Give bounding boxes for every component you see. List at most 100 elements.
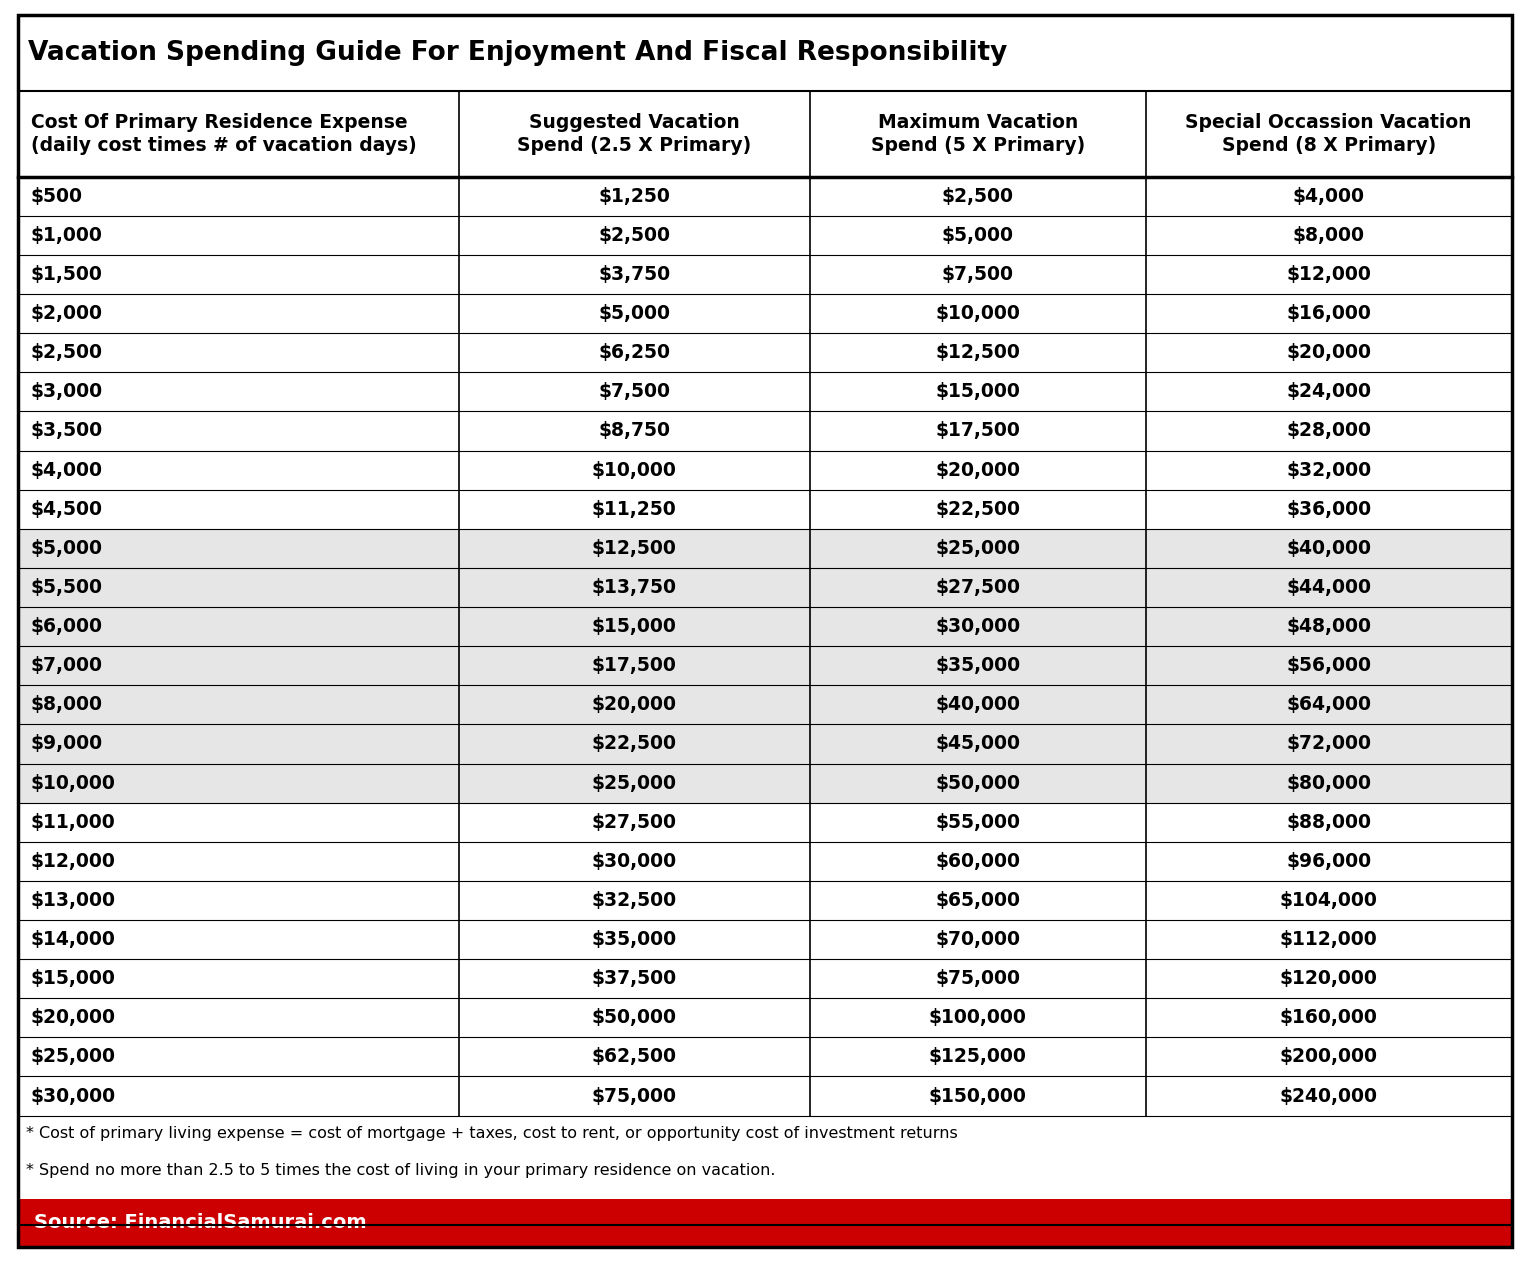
Text: Source: FinancialSamurai.com: Source: FinancialSamurai.com xyxy=(34,1213,366,1233)
Text: $36,000: $36,000 xyxy=(1287,500,1371,519)
Text: $13,000: $13,000 xyxy=(31,891,116,910)
Text: $6,000: $6,000 xyxy=(31,617,103,636)
Text: $17,500: $17,500 xyxy=(935,422,1021,440)
Text: $2,500: $2,500 xyxy=(942,187,1014,206)
Text: $27,500: $27,500 xyxy=(592,813,676,832)
Text: $4,000: $4,000 xyxy=(1293,187,1365,206)
Text: $30,000: $30,000 xyxy=(935,617,1021,636)
Text: $5,000: $5,000 xyxy=(31,539,103,558)
Text: $56,000: $56,000 xyxy=(1287,656,1371,675)
Text: $22,500: $22,500 xyxy=(935,500,1021,519)
Text: Cost Of Primary Residence Expense
(daily cost times # of vacation days): Cost Of Primary Residence Expense (daily… xyxy=(31,112,416,155)
Text: $3,000: $3,000 xyxy=(31,382,103,401)
Text: Vacation Spending Guide For Enjoyment And Fiscal Responsibility: Vacation Spending Guide For Enjoyment An… xyxy=(28,40,1007,66)
Text: * Spend no more than 2.5 to 5 times the cost of living in your primary residence: * Spend no more than 2.5 to 5 times the … xyxy=(26,1164,776,1177)
Text: $150,000: $150,000 xyxy=(929,1087,1027,1106)
Text: $15,000: $15,000 xyxy=(592,617,676,636)
Text: $6,250: $6,250 xyxy=(598,343,670,362)
Text: $5,500: $5,500 xyxy=(31,578,103,597)
Text: $5,000: $5,000 xyxy=(598,304,670,323)
Text: $75,000: $75,000 xyxy=(592,1087,676,1106)
Text: $125,000: $125,000 xyxy=(929,1047,1027,1066)
Text: $1,500: $1,500 xyxy=(31,265,103,284)
Text: $7,500: $7,500 xyxy=(942,265,1014,284)
Text: $64,000: $64,000 xyxy=(1287,695,1371,714)
Text: $30,000: $30,000 xyxy=(31,1087,116,1106)
Text: $12,500: $12,500 xyxy=(935,343,1021,362)
Text: $2,000: $2,000 xyxy=(31,304,103,323)
Text: $70,000: $70,000 xyxy=(935,930,1021,949)
Text: $22,500: $22,500 xyxy=(592,734,676,753)
Text: $7,000: $7,000 xyxy=(31,656,103,675)
Text: $27,500: $27,500 xyxy=(935,578,1021,597)
Text: $17,500: $17,500 xyxy=(592,656,676,675)
Text: $16,000: $16,000 xyxy=(1287,304,1371,323)
Text: $25,000: $25,000 xyxy=(592,774,676,793)
Text: $11,250: $11,250 xyxy=(592,500,676,519)
Text: $5,000: $5,000 xyxy=(942,226,1014,245)
Bar xyxy=(18,529,1512,568)
Text: $35,000: $35,000 xyxy=(935,656,1021,675)
Text: $4,500: $4,500 xyxy=(31,500,103,519)
Text: $37,500: $37,500 xyxy=(592,969,676,988)
Text: * Cost of primary living expense = cost of mortgage + taxes, cost to rent, or op: * Cost of primary living expense = cost … xyxy=(26,1127,958,1141)
Bar xyxy=(18,724,1512,764)
Text: $1,250: $1,250 xyxy=(598,187,670,206)
Text: $13,750: $13,750 xyxy=(592,578,676,597)
Text: $55,000: $55,000 xyxy=(935,813,1021,832)
Text: $72,000: $72,000 xyxy=(1287,734,1371,753)
Text: $10,000: $10,000 xyxy=(592,461,676,480)
Text: $2,500: $2,500 xyxy=(31,343,103,362)
Text: $10,000: $10,000 xyxy=(31,774,115,793)
Text: $25,000: $25,000 xyxy=(31,1047,116,1066)
Text: $40,000: $40,000 xyxy=(935,695,1021,714)
Text: $20,000: $20,000 xyxy=(935,461,1021,480)
Text: Special Occassion Vacation
Spend (8 X Primary): Special Occassion Vacation Spend (8 X Pr… xyxy=(1186,112,1472,155)
Text: $24,000: $24,000 xyxy=(1287,382,1371,401)
Text: $14,000: $14,000 xyxy=(31,930,115,949)
Text: $112,000: $112,000 xyxy=(1279,930,1377,949)
Text: Suggested Vacation
Spend (2.5 X Primary): Suggested Vacation Spend (2.5 X Primary) xyxy=(517,112,751,155)
Text: $500: $500 xyxy=(31,187,83,206)
Text: $30,000: $30,000 xyxy=(592,852,676,871)
Text: $4,000: $4,000 xyxy=(31,461,103,480)
Text: $80,000: $80,000 xyxy=(1287,774,1371,793)
Text: $50,000: $50,000 xyxy=(592,1008,676,1027)
Bar xyxy=(18,1199,1512,1247)
Text: $7,500: $7,500 xyxy=(598,382,670,401)
Text: $44,000: $44,000 xyxy=(1287,578,1371,597)
Text: $12,000: $12,000 xyxy=(1287,265,1371,284)
Text: $50,000: $50,000 xyxy=(935,774,1021,793)
Text: $96,000: $96,000 xyxy=(1287,852,1371,871)
Text: $8,000: $8,000 xyxy=(1293,226,1365,245)
Text: $28,000: $28,000 xyxy=(1287,422,1371,440)
Text: Maximum Vacation
Spend (5 X Primary): Maximum Vacation Spend (5 X Primary) xyxy=(871,112,1085,155)
Text: $62,500: $62,500 xyxy=(592,1047,676,1066)
Text: $32,500: $32,500 xyxy=(592,891,676,910)
Bar xyxy=(18,646,1512,685)
Text: $200,000: $200,000 xyxy=(1279,1047,1377,1066)
Text: $100,000: $100,000 xyxy=(929,1008,1027,1027)
Text: $35,000: $35,000 xyxy=(592,930,676,949)
Text: $88,000: $88,000 xyxy=(1287,813,1371,832)
Text: $20,000: $20,000 xyxy=(1287,343,1371,362)
Text: $3,500: $3,500 xyxy=(31,422,103,440)
Text: $104,000: $104,000 xyxy=(1279,891,1377,910)
Bar xyxy=(18,685,1512,724)
Text: $40,000: $40,000 xyxy=(1287,539,1371,558)
Text: $65,000: $65,000 xyxy=(935,891,1021,910)
Text: $15,000: $15,000 xyxy=(31,969,115,988)
Text: $60,000: $60,000 xyxy=(935,852,1021,871)
Text: $120,000: $120,000 xyxy=(1279,969,1377,988)
Text: $32,000: $32,000 xyxy=(1287,461,1371,480)
Text: $15,000: $15,000 xyxy=(935,382,1021,401)
Text: $2,500: $2,500 xyxy=(598,226,670,245)
Bar xyxy=(18,764,1512,803)
Bar xyxy=(18,607,1512,646)
Bar xyxy=(18,568,1512,607)
Text: * For special occasions, such as a honeymoon, 30-year anniversary, or after sell: * For special occasions, such as a honey… xyxy=(26,1200,975,1214)
Text: $11,000: $11,000 xyxy=(31,813,115,832)
Text: $8,750: $8,750 xyxy=(598,422,670,440)
Text: $20,000: $20,000 xyxy=(31,1008,116,1027)
Text: $240,000: $240,000 xyxy=(1279,1087,1377,1106)
